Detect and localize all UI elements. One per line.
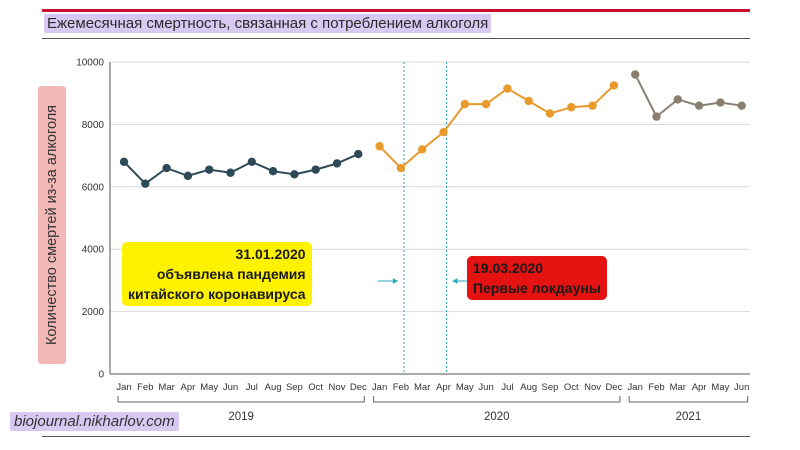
data-point-2019-4 <box>205 165 214 174</box>
data-point-2021-3 <box>694 101 704 110</box>
data-point-2020-9 <box>567 103 576 112</box>
data-point-2020-0 <box>375 142 384 151</box>
series-line-2020 <box>378 84 615 170</box>
x-tick-label-7: Aug <box>265 382 282 393</box>
data-point-2020-1 <box>396 163 406 173</box>
data-point-2019-9 <box>311 165 320 174</box>
year-bracket-2020 <box>373 396 621 403</box>
event-arrowhead-1 <box>452 278 458 284</box>
x-tick-label-3: Apr <box>181 382 196 393</box>
data-point-2019-3 <box>183 171 193 181</box>
data-point-2021-4 <box>716 98 725 107</box>
x-tick-label-0: Jan <box>116 382 131 393</box>
event-arrowhead-0 <box>392 278 398 284</box>
data-point-2020-7 <box>524 96 533 106</box>
data-point-2020-3 <box>439 128 448 137</box>
y-axis-label-box: Количество смертей из-за алкоголя <box>38 86 66 364</box>
y-tick-label-6000: 6000 <box>82 182 105 193</box>
x-tick-label-6: Jul <box>246 382 258 393</box>
x-tick-label-29: Jun <box>734 382 749 393</box>
event-line-1-lockdown: Первые локдауны <box>473 280 601 296</box>
x-tick-label-17: Jun <box>478 382 493 393</box>
data-point-2019-11 <box>354 149 363 159</box>
y-tick-label-10000: 10000 <box>76 58 104 69</box>
data-point-2020-4 <box>460 99 469 109</box>
data-point-2019-1 <box>141 179 150 188</box>
data-point-2020-8 <box>545 109 555 118</box>
x-tick-label-12: Jan <box>372 382 387 393</box>
x-tick-label-1: Feb <box>137 382 153 393</box>
x-tick-label-9: Oct <box>308 382 323 393</box>
data-point-2021-1 <box>652 112 661 121</box>
data-point-2020-11 <box>609 81 619 90</box>
y-tick-label-0: 0 <box>98 370 104 381</box>
data-point-2019-8 <box>290 170 299 179</box>
bottom-divider <box>42 436 750 437</box>
year-label-2021: 2021 <box>676 411 702 423</box>
year-bracket-2021 <box>628 396 749 403</box>
x-tick-label-21: Oct <box>564 382 579 393</box>
event-callout-lockdown: 19.03.2020 Первые локдауны <box>467 256 607 300</box>
data-point-2021-2 <box>673 95 682 104</box>
x-tick-label-11: Dec <box>350 382 367 393</box>
x-tick-label-18: Jul <box>501 382 513 393</box>
title-divider <box>42 38 750 39</box>
data-point-2020-6 <box>503 84 512 93</box>
top-accent-rule <box>42 9 750 12</box>
y-tick-label-8000: 8000 <box>82 120 105 131</box>
x-tick-label-24: Jan <box>628 382 643 393</box>
x-tick-label-8: Sep <box>286 382 303 393</box>
data-point-2021-5 <box>737 101 746 110</box>
x-tick-label-20: Sep <box>542 382 559 393</box>
x-tick-label-16: May <box>456 382 474 393</box>
year-bracket-2019 <box>117 396 365 403</box>
x-tick-label-13: Feb <box>393 382 409 393</box>
data-point-2019-7 <box>268 167 278 176</box>
data-point-2019-6 <box>247 157 256 167</box>
event-callout-pandemic: 31.01.2020 объявлена пандемия китайского… <box>122 242 312 306</box>
event-date-lockdown: 19.03.2020 <box>473 260 544 276</box>
x-tick-label-10: Nov <box>329 382 346 393</box>
year-label-2020: 2020 <box>484 411 510 423</box>
watermark: biojournal.nikharlov.com <box>10 412 179 431</box>
data-point-2020-5 <box>481 99 491 109</box>
x-tick-label-5: Jun <box>223 382 238 393</box>
event-date-pandemic: 31.01.2020 <box>235 246 306 262</box>
x-tick-label-19: Aug <box>520 382 537 393</box>
x-tick-label-15: Apr <box>436 382 451 393</box>
year-label-2019: 2019 <box>228 411 254 423</box>
y-tick-label-2000: 2000 <box>82 307 105 318</box>
event-line-2-pandemic: китайского коронавируса <box>128 286 306 302</box>
x-tick-label-2: Mar <box>158 382 174 393</box>
event-line-1-pandemic: объявлена пандемия <box>156 266 306 282</box>
x-tick-label-14: Mar <box>414 382 430 393</box>
series-line-2021 <box>634 74 742 119</box>
data-point-2020-10 <box>588 101 597 110</box>
x-tick-label-23: Dec <box>605 382 622 393</box>
x-tick-label-27: Apr <box>692 382 707 393</box>
x-tick-label-26: Mar <box>670 382 686 393</box>
x-tick-label-22: Nov <box>584 382 601 393</box>
data-point-2019-10 <box>332 159 342 168</box>
data-point-2020-2 <box>418 145 427 154</box>
series-line-2019 <box>123 153 359 185</box>
x-tick-label-4: May <box>200 382 218 393</box>
x-tick-label-25: Feb <box>648 382 664 393</box>
y-tick-label-4000: 4000 <box>82 245 105 256</box>
data-point-2019-5 <box>226 168 235 177</box>
data-point-2019-0 <box>119 157 129 167</box>
data-point-2019-2 <box>162 163 171 173</box>
chart-title: Ежемесячная смертность, связанная с потр… <box>44 14 492 33</box>
x-tick-label-28: May <box>711 382 729 393</box>
data-point-2021-0 <box>631 70 640 79</box>
